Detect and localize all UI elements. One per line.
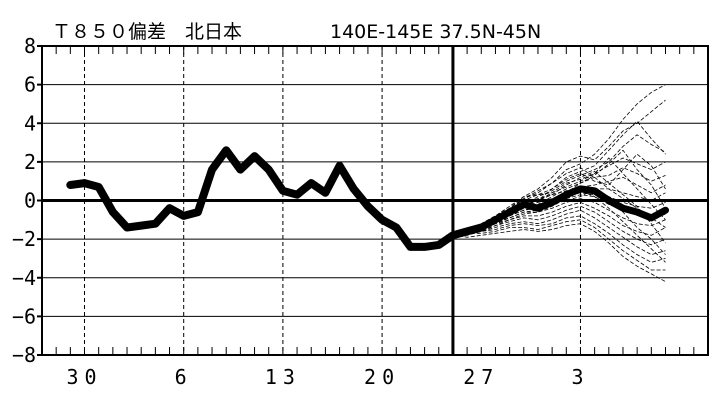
chart-title-left: Ｔ８５０偏差 北日本 <box>52 21 242 43</box>
axes-layer <box>37 45 709 356</box>
y-tick-label: 2 <box>24 150 36 174</box>
ensemble-members-layer <box>452 84 666 282</box>
ensemble-mean-line <box>449 185 669 239</box>
x-tick-label: 27 <box>463 365 499 389</box>
ensemble-member-line <box>452 215 666 263</box>
y-tick-label: −2 <box>12 227 36 251</box>
y-tick-label: −4 <box>12 266 36 290</box>
ensemble-member-line <box>452 209 666 256</box>
y-tick-label: −8 <box>12 343 36 367</box>
ensemble-mean-layer <box>449 185 669 239</box>
ensemble-member-line <box>452 190 666 263</box>
y-tick-label: 0 <box>24 189 36 213</box>
chart-title-right: 140E-145E 37.5N-45N <box>330 21 541 43</box>
x-tick-label: 13 <box>265 365 301 389</box>
ensemble-member-line <box>452 219 666 271</box>
analysis-layer <box>66 146 486 251</box>
grid-layer <box>42 46 708 355</box>
tick-labels-layer: −8 −6 −4 −2 0 2 4 6 8 30 6 13 20 27 3 <box>12 34 589 389</box>
y-tick-label: 8 <box>24 34 36 58</box>
y-tick-label: −6 <box>12 304 36 328</box>
y-tick-label: 6 <box>24 73 36 97</box>
x-tick-label: 30 <box>66 365 102 389</box>
ensemble-member-line <box>452 99 666 236</box>
x-tick-label: 6 <box>175 365 193 389</box>
y-tick-label: 4 <box>24 111 36 135</box>
x-tick-label: 20 <box>364 365 400 389</box>
x-tick-label: 3 <box>571 365 589 389</box>
analysis-line <box>66 146 486 251</box>
